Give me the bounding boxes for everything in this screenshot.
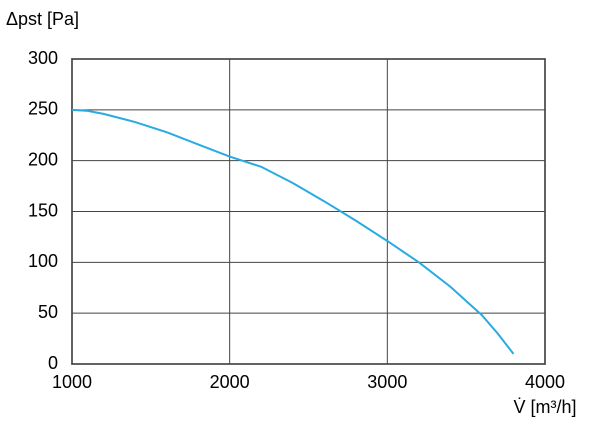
y-tick-label: 0	[48, 353, 58, 373]
y-tick-label: 250	[28, 99, 58, 119]
y-tick-label: 50	[38, 302, 58, 322]
x-tick-label: 4000	[525, 372, 565, 392]
x-axis-label: V̇ [m³/h]	[513, 397, 576, 417]
y-tick-label: 200	[28, 149, 58, 169]
x-tick-label: 1000	[52, 372, 92, 392]
data-line	[71, 108, 515, 355]
y-tick-label: 150	[28, 200, 58, 220]
y-tick-label: 100	[28, 251, 58, 271]
y-axis-label: Δpst [Pa]	[6, 9, 79, 29]
y-tick-label: 300	[28, 48, 58, 68]
x-tick-label: 3000	[367, 372, 407, 392]
x-tick-label: 2000	[210, 372, 250, 392]
